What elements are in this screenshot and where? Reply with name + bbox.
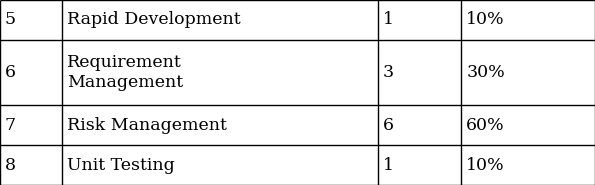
Text: Unit Testing: Unit Testing: [67, 157, 175, 174]
Text: 7: 7: [5, 117, 16, 134]
Text: 6: 6: [5, 64, 16, 81]
Text: Rapid Development: Rapid Development: [67, 11, 241, 28]
Text: 10%: 10%: [466, 11, 505, 28]
Text: 6: 6: [383, 117, 394, 134]
Text: 1: 1: [383, 157, 394, 174]
Text: 10%: 10%: [466, 157, 505, 174]
Text: 30%: 30%: [466, 64, 505, 81]
Text: 3: 3: [383, 64, 394, 81]
Text: 1: 1: [383, 11, 394, 28]
Text: Risk Management: Risk Management: [67, 117, 227, 134]
Text: 8: 8: [5, 157, 16, 174]
Text: Requirement
Management: Requirement Management: [67, 54, 184, 91]
Text: 60%: 60%: [466, 117, 505, 134]
Text: 5: 5: [5, 11, 16, 28]
